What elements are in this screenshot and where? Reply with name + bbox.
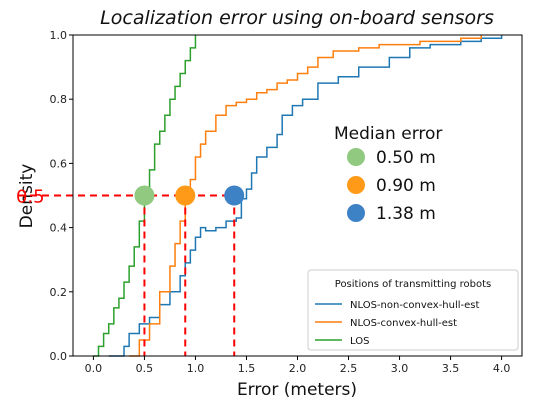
legend-label-2: LOS <box>350 336 369 347</box>
y-tick-label-1: 0.2 <box>50 286 68 299</box>
x-tick-label-3: 1.5 <box>238 362 256 375</box>
median-legend: Median error 0.50 m 0.90 m 1.38 m <box>334 124 442 224</box>
median-legend-title: Median error <box>334 124 442 144</box>
median-legend-marker-0 <box>347 148 365 166</box>
median-legend-marker-1 <box>347 176 365 194</box>
x-tick-label-8: 4.0 <box>493 362 511 375</box>
x-tick-label-7: 3.5 <box>442 362 460 375</box>
highlight-group: 0.5 <box>16 187 235 208</box>
median-lines-group <box>143 195 236 356</box>
highlight-label: 0.5 <box>16 187 45 208</box>
median-legend-label-0: 0.50 m <box>376 148 436 168</box>
median-legend-marker-2 <box>347 204 365 222</box>
median-legend-label-2: 1.38 m <box>376 204 436 224</box>
x-tick-label-1: 0.5 <box>136 362 154 375</box>
chart-title: Localization error using on-board sensor… <box>100 7 494 29</box>
y-tick-label-3: 0.6 <box>50 157 68 170</box>
median-marker-1 <box>175 185 196 206</box>
x-axis-label: Error (meters) <box>237 380 357 400</box>
y-tick-label-4: 0.8 <box>50 93 68 106</box>
legend-label-1: NLOS-convex-hull-est <box>350 318 457 329</box>
x-tick-label-5: 2.5 <box>340 362 358 375</box>
y-tick-label-0: 0.0 <box>50 350 68 363</box>
y-axis-label: Density <box>17 164 37 229</box>
series-line-0 <box>108 35 503 357</box>
median-markers-group <box>134 185 245 206</box>
legend-title: Positions of transmitting robots <box>335 279 491 290</box>
median-marker-2 <box>224 185 245 206</box>
x-tick-label-6: 3.0 <box>391 362 409 375</box>
legend-box <box>307 269 519 351</box>
series-legend: Positions of transmitting robots NLOS-non… <box>307 269 519 351</box>
y-tick-label-5: 1.0 <box>50 29 68 42</box>
legend-label-0: NLOS-non-convex-hull-est <box>350 300 480 311</box>
y-tick-label-2: 0.4 <box>50 222 68 235</box>
axes-group: 0.0 0.5 1.0 1.5 2.0 2.5 3.0 3.5 4.0 0.0 0.2 0.4 0.6 0… <box>50 29 523 375</box>
median-legend-label-1: 0.90 m <box>376 176 436 196</box>
x-tick-label-0: 0.0 <box>85 362 103 375</box>
x-tick-label-4: 2.0 <box>289 362 307 375</box>
median-marker-0 <box>134 185 155 206</box>
x-tick-label-2: 1.0 <box>187 362 205 375</box>
series-line-1 <box>129 35 482 357</box>
